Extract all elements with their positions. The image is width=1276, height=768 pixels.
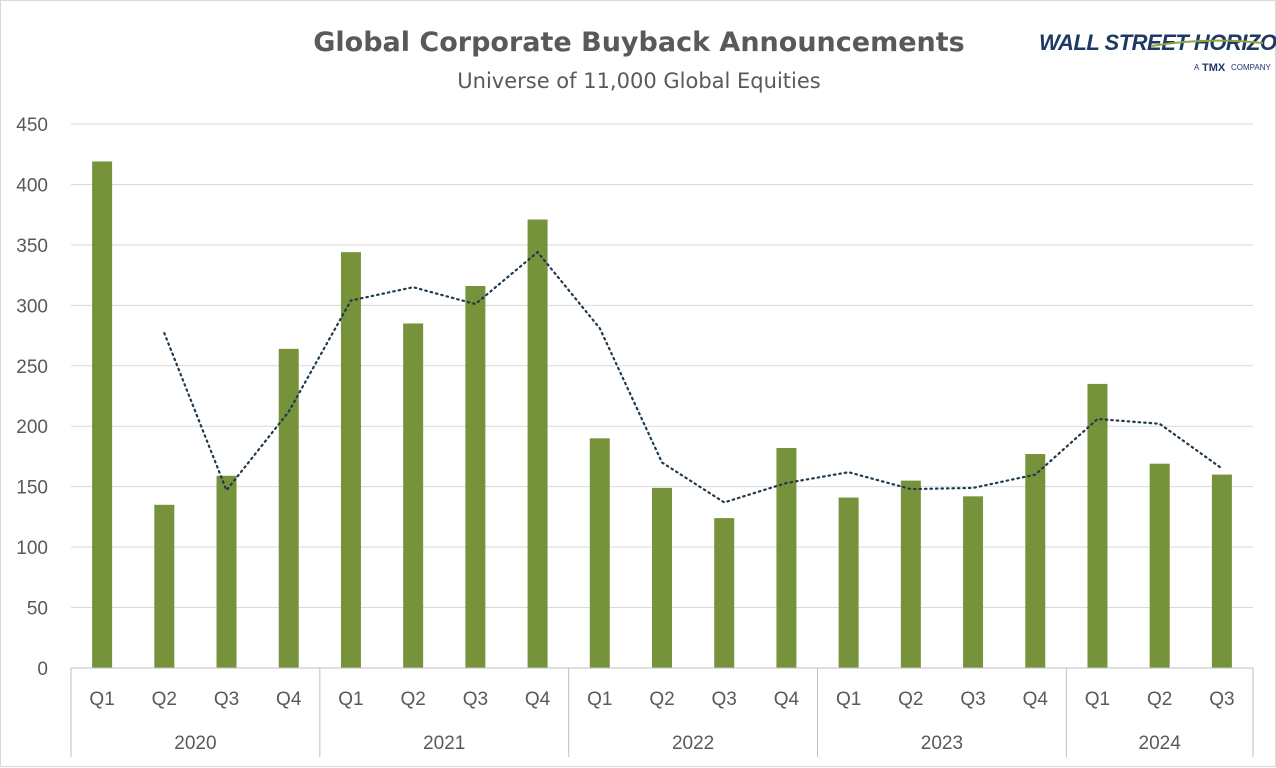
x-tick-label-quarter: Q3 — [214, 689, 239, 710]
x-tick-label-quarter: Q4 — [525, 689, 551, 710]
logo-tagline-suffix: COMPANY — [1231, 63, 1272, 72]
bar — [278, 348, 299, 668]
bar — [838, 497, 859, 668]
x-tick-label-year: 2024 — [1139, 733, 1182, 754]
x-tick-label-quarter: Q2 — [400, 689, 425, 710]
y-tick-label: 300 — [16, 296, 48, 317]
bar — [963, 496, 984, 668]
x-tick-label-quarter: Q3 — [1209, 689, 1234, 710]
chart-subtitle: Universe of 11,000 Global Equities — [457, 69, 820, 93]
x-tick-label-quarter: Q1 — [1085, 689, 1110, 710]
bar — [1087, 383, 1108, 668]
x-tick-label-year: 2022 — [672, 733, 714, 754]
bar — [900, 480, 921, 668]
bar — [527, 219, 548, 668]
bar — [714, 518, 735, 668]
y-tick-label: 100 — [16, 538, 48, 559]
trend-line — [163, 250, 1223, 504]
bar — [340, 252, 361, 669]
x-tick-label-quarter: Q1 — [836, 689, 861, 710]
bar — [1149, 463, 1170, 668]
logo-tagline-brand: TMX — [1202, 62, 1226, 74]
bar — [92, 161, 113, 668]
chart-title: Global Corporate Buyback Announcements — [313, 27, 964, 58]
x-tick-label-quarter: Q1 — [89, 689, 114, 710]
bar — [465, 285, 486, 668]
company-logo: WALL STREET HORIZON A TMX COMPANY — [1039, 30, 1276, 74]
logo-swoosh-icon — [1150, 39, 1264, 47]
y-tick-label: 50 — [27, 599, 48, 620]
x-tick-label-year: 2023 — [921, 733, 963, 754]
bar — [652, 487, 672, 668]
gridlines — [71, 123, 1253, 609]
x-tick-label-quarter: Q2 — [649, 689, 674, 710]
logo-tagline-prefix: A — [1194, 63, 1200, 72]
y-tick-label: 150 — [16, 478, 48, 499]
x-tick-label-quarter: Q3 — [712, 689, 737, 710]
bar-series — [92, 161, 1232, 669]
bar — [154, 504, 175, 668]
logo-wordmark: WALL STREET HORIZON — [1039, 30, 1276, 55]
bar — [1025, 454, 1046, 668]
trend-line-series — [163, 250, 1223, 504]
bar — [776, 447, 797, 668]
x-tick-label-quarter: Q4 — [276, 689, 302, 710]
y-tick-label: 350 — [16, 236, 48, 257]
x-tick-label-quarter: Q2 — [898, 689, 923, 710]
y-tick-label: 250 — [16, 357, 48, 378]
axes: 0 50 100 150 200 250 300 350 400 450 Q1 Q2 Q3 Q4 Q1 Q2 Q… — [16, 115, 1254, 757]
x-tick-label-quarter: Q2 — [152, 689, 177, 710]
y-tick-label: 0 — [37, 659, 48, 680]
x-tick-label-quarter: Q3 — [463, 689, 488, 710]
x-tick-label-quarter: Q4 — [774, 689, 800, 710]
y-tick-label: 200 — [16, 417, 48, 438]
x-tick-label-year: 2020 — [174, 733, 216, 754]
x-tick-label-quarter: Q3 — [960, 689, 985, 710]
x-tick-label-quarter: Q2 — [1147, 689, 1172, 710]
x-tick-label-year: 2021 — [423, 733, 465, 754]
bar — [403, 323, 424, 668]
x-tick-label-quarter: Q1 — [338, 689, 363, 710]
bar — [589, 438, 610, 668]
x-tick-label-quarter: Q1 — [587, 689, 612, 710]
y-tick-label: 450 — [16, 115, 48, 136]
x-tick-label-quarter: Q4 — [1023, 689, 1049, 710]
bar — [1211, 474, 1232, 668]
bar — [216, 475, 237, 668]
y-tick-label: 400 — [16, 175, 48, 196]
